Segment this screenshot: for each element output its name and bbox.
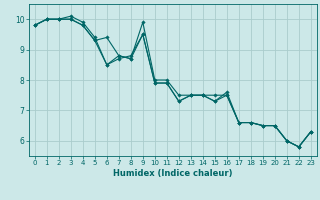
X-axis label: Humidex (Indice chaleur): Humidex (Indice chaleur) [113,169,233,178]
